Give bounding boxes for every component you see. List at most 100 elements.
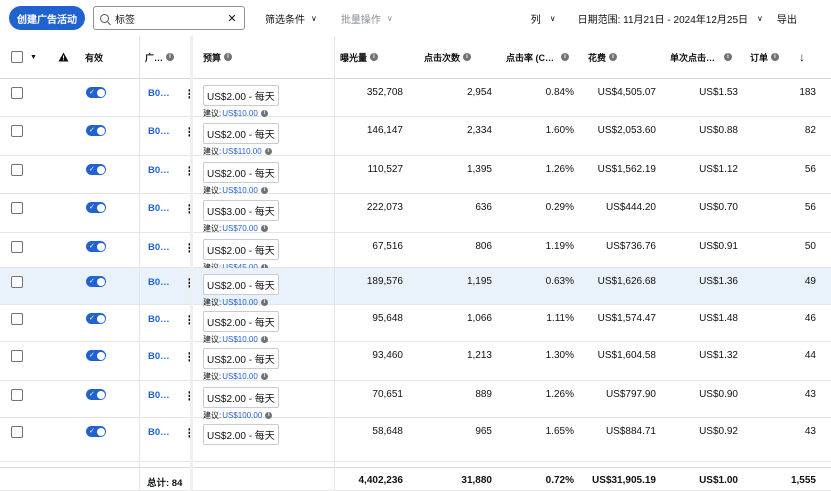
info-icon[interactable]: i [561, 53, 569, 61]
column-orders[interactable]: 订单 i ↓ [744, 36, 831, 78]
row-checkbox-cell[interactable] [11, 125, 23, 137]
toggle-on-icon[interactable]: ✓ [86, 350, 106, 361]
sort-descending-icon[interactable]: ↓ [799, 50, 806, 64]
info-icon[interactable]: i [370, 53, 379, 61]
ad-link[interactable]: B0… [148, 203, 170, 214]
ad-link[interactable]: B0… [148, 88, 170, 99]
row-checkbox-cell[interactable] [11, 350, 23, 362]
budget-input[interactable]: US$2.00 - 每天 [203, 348, 279, 369]
filter-dropdown[interactable]: 筛选条件 ∨ [265, 11, 317, 26]
ad-link[interactable]: B0… [148, 390, 170, 401]
row-checkbox-cell[interactable] [11, 276, 23, 288]
row-checkbox[interactable] [11, 125, 23, 137]
row-checkbox-cell[interactable] [11, 313, 23, 325]
row-checkbox[interactable] [11, 313, 23, 325]
ad-link[interactable]: B0… [148, 242, 170, 253]
budget-input[interactable]: US$2.00 - 每天 [203, 274, 279, 295]
column-ad[interactable]: 广… i [139, 36, 191, 78]
suggested-budget-link[interactable]: US$10.00 [222, 372, 258, 381]
toggle-on-icon[interactable]: ✓ [86, 389, 106, 400]
info-icon[interactable]: i [260, 264, 268, 271]
info-icon[interactable]: i [265, 412, 273, 419]
info-icon[interactable]: i [260, 110, 268, 117]
bulk-actions-dropdown[interactable]: 批量操作 ∨ [341, 11, 393, 26]
row-checkbox-cell[interactable] [11, 164, 23, 176]
info-icon[interactable]: i [260, 225, 268, 232]
row-checkbox[interactable] [11, 350, 23, 362]
budget-input[interactable]: US$2.00 - 每天 [203, 424, 279, 445]
suggested-budget-link[interactable]: US$10.00 [222, 109, 258, 118]
column-valid[interactable]: 有效 [85, 52, 104, 63]
chevron-down-icon[interactable]: ▼ [30, 53, 37, 61]
row-checkbox[interactable] [11, 164, 23, 176]
row-checkbox[interactable] [11, 389, 23, 401]
status-toggle-cell[interactable]: ✓ [86, 389, 106, 400]
toggle-on-icon[interactable]: ✓ [86, 87, 106, 98]
toggle-on-icon[interactable]: ✓ [86, 241, 106, 252]
row-checkbox[interactable] [11, 87, 23, 99]
row-checkbox[interactable] [11, 202, 23, 214]
suggested-budget-link[interactable]: US$45.00 [222, 263, 258, 272]
row-checkbox-cell[interactable] [11, 426, 23, 438]
row-checkbox-cell[interactable] [11, 87, 23, 99]
info-icon[interactable]: i [260, 187, 268, 194]
suggested-budget-link[interactable]: US$70.00 [222, 224, 258, 233]
info-icon[interactable]: i [264, 148, 272, 155]
status-toggle-cell[interactable]: ✓ [86, 276, 106, 287]
row-checkbox[interactable] [11, 241, 23, 253]
info-icon[interactable]: i [166, 53, 175, 61]
suggested-budget-link[interactable]: US$10.00 [222, 335, 258, 344]
budget-input[interactable]: US$2.00 - 每天 [203, 85, 279, 106]
info-icon[interactable]: i [724, 53, 733, 61]
ad-link[interactable]: B0… [148, 427, 170, 438]
suggested-budget-link[interactable]: US$10.00 [222, 186, 258, 195]
info-icon[interactable]: i [260, 336, 268, 343]
budget-input[interactable]: US$2.00 - 每天 [203, 123, 279, 144]
status-toggle-cell[interactable]: ✓ [86, 426, 106, 437]
ad-link[interactable]: B0… [148, 126, 170, 137]
select-all-checkbox[interactable] [11, 51, 23, 63]
status-toggle-cell[interactable]: ✓ [86, 87, 106, 98]
info-icon[interactable]: i [224, 53, 233, 61]
info-icon[interactable]: i [260, 299, 268, 306]
info-icon[interactable]: i [609, 53, 618, 61]
column-ctr[interactable]: 点击率 (C… i [500, 36, 580, 78]
clear-icon[interactable]: ✕ [227, 12, 237, 25]
row-checkbox-cell[interactable] [11, 241, 23, 253]
budget-input[interactable]: US$2.00 - 每天 [203, 162, 279, 183]
column-spend[interactable]: 花费 i [582, 36, 662, 78]
select-all[interactable]: ▼ [0, 36, 45, 78]
column-budget[interactable]: 预算 i [197, 36, 332, 78]
create-campaign-button[interactable]: 创建广告活动 [9, 6, 85, 30]
toggle-on-icon[interactable]: ✓ [86, 202, 106, 213]
budget-input[interactable]: US$2.00 - 每天 [203, 311, 279, 332]
date-range-dropdown[interactable]: 日期范围: 11月21日 - 2024年12月25日 ∨ [578, 11, 763, 26]
column-cpc[interactable]: 单次点击… i [664, 36, 744, 78]
suggested-budget-link[interactable]: US$110.00 [222, 147, 262, 156]
column-clicks[interactable]: 点击次数 i [418, 36, 498, 78]
status-toggle-cell[interactable]: ✓ [86, 350, 106, 361]
columns-dropdown[interactable]: 列 ∨ [531, 11, 556, 26]
toggle-on-icon[interactable]: ✓ [86, 164, 106, 175]
budget-input[interactable]: US$2.00 - 每天 [203, 239, 279, 260]
ad-link[interactable]: B0… [148, 314, 170, 325]
budget-input[interactable]: US$2.00 - 每天 [203, 387, 279, 408]
status-toggle-cell[interactable]: ✓ [86, 241, 106, 252]
row-checkbox-cell[interactable] [11, 202, 23, 214]
row-checkbox-cell[interactable] [11, 389, 23, 401]
status-toggle-cell[interactable]: ✓ [86, 202, 106, 213]
info-icon[interactable]: i [260, 373, 268, 380]
row-checkbox[interactable] [11, 276, 23, 288]
status-toggle-cell[interactable]: ✓ [86, 125, 106, 136]
status-toggle-cell[interactable]: ✓ [86, 164, 106, 175]
toggle-on-icon[interactable]: ✓ [86, 125, 106, 136]
suggested-budget-link[interactable]: US$10.00 [222, 298, 258, 307]
search-value[interactable]: 标签 [115, 14, 135, 26]
search-input[interactable]: 标签 ✕ [93, 6, 245, 30]
status-toggle-cell[interactable]: ✓ [86, 313, 106, 324]
ad-link[interactable]: B0… [148, 351, 170, 362]
ad-link[interactable]: B0… [148, 165, 170, 176]
column-impressions[interactable]: 曝光量 i [334, 36, 409, 78]
toggle-on-icon[interactable]: ✓ [86, 276, 106, 287]
row-checkbox[interactable] [11, 426, 23, 438]
